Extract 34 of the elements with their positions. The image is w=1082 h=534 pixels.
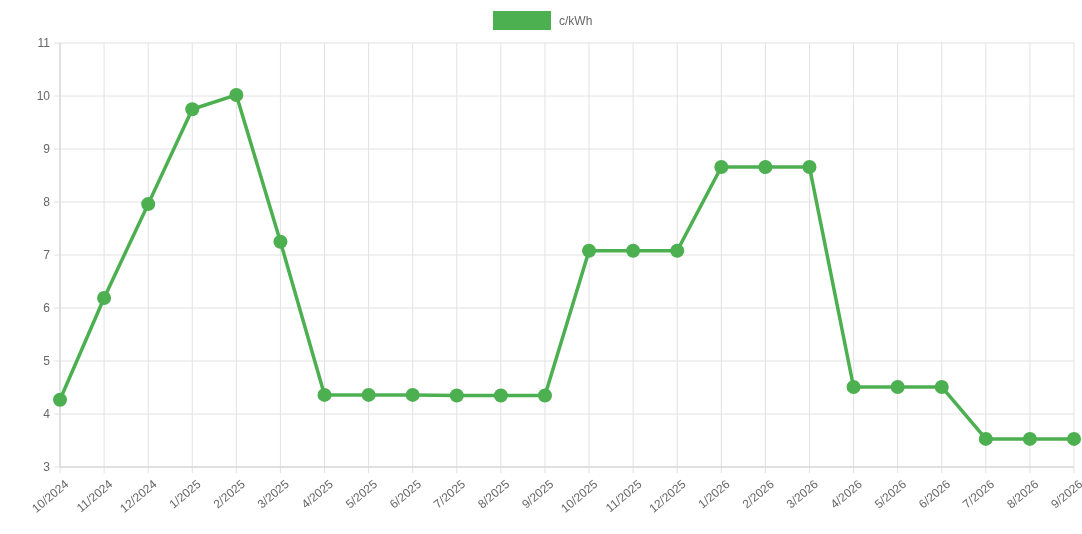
point <box>582 243 597 258</box>
point <box>317 387 332 402</box>
point <box>229 87 244 102</box>
y-tick-label: 7 <box>43 248 51 263</box>
point <box>537 388 552 403</box>
point <box>405 387 420 402</box>
point <box>449 388 464 403</box>
y-tick-label: 5 <box>43 354 51 369</box>
point <box>185 102 200 117</box>
point <box>626 243 641 258</box>
y-tick-label: 6 <box>43 301 51 316</box>
y-tick-label: 9 <box>43 142 51 157</box>
y-tick-label: 10 <box>36 89 51 104</box>
y-tick-label: 8 <box>43 195 51 210</box>
point <box>493 388 508 403</box>
point <box>361 387 376 402</box>
point <box>802 160 817 175</box>
y-tick-label: 4 <box>43 407 51 422</box>
point <box>1067 431 1081 446</box>
point <box>97 290 112 305</box>
point <box>53 392 67 407</box>
point <box>978 431 993 446</box>
point <box>846 379 861 394</box>
point <box>141 197 156 212</box>
point <box>714 160 729 175</box>
point <box>890 379 905 394</box>
point <box>273 234 288 249</box>
point <box>934 379 949 394</box>
point <box>758 160 773 175</box>
y-tick-label: 11 <box>37 36 51 51</box>
y-tick-label: 3 <box>43 460 51 475</box>
point <box>1022 431 1037 446</box>
legend-label: c/kWh <box>559 14 593 29</box>
point <box>670 243 685 258</box>
